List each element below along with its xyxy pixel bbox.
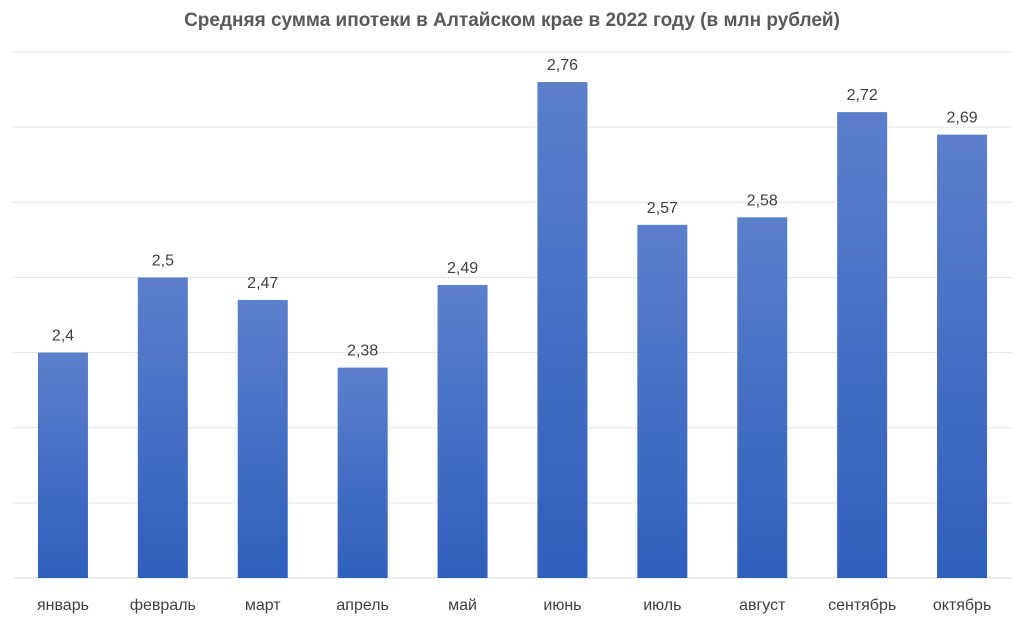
x-tick-label-8: август — [739, 597, 786, 614]
data-label-2: 2,5 — [152, 252, 174, 269]
data-labels: 2,4 2,5 2,47 2,38 2,49 2,76 2,57 2,58 2,72 2,69 — [52, 57, 978, 360]
bar-7 — [637, 224, 688, 579]
data-label-1: 2,4 — [52, 328, 74, 345]
data-label-5: 2,49 — [447, 260, 478, 277]
bar-4 — [337, 367, 388, 578]
data-label-7: 2,57 — [647, 200, 678, 217]
data-label-9: 2,72 — [847, 87, 878, 104]
data-label-8: 2,58 — [747, 192, 778, 209]
x-tick-label-2: февраль — [130, 597, 196, 614]
x-tick-label-9: сентябрь — [828, 597, 896, 614]
x-tick-label-4: апрель — [336, 597, 389, 614]
data-label-4: 2,38 — [347, 343, 378, 360]
data-label-6: 2,76 — [547, 57, 578, 74]
chart-title: Средняя сумма ипотеки в Алтайском крае в… — [184, 10, 840, 31]
x-tick-label-1: январь — [37, 597, 89, 614]
data-label-10: 2,69 — [946, 110, 977, 127]
x-tick-label-10: октябрь — [933, 597, 991, 614]
bar-2 — [137, 277, 188, 578]
bar-9 — [837, 112, 888, 578]
x-tick-label-7: июль — [643, 597, 681, 614]
x-tick-label-5: май — [448, 597, 477, 614]
bar-5 — [437, 284, 488, 578]
bar-10 — [937, 134, 988, 578]
bar-1 — [37, 352, 88, 578]
x-tick-label-6: июнь — [543, 597, 581, 614]
x-tick-labels: январь февраль март апрель май июнь июль август… — [37, 597, 991, 614]
data-label-3: 2,47 — [247, 275, 278, 292]
bar-6 — [537, 82, 588, 579]
x-tick-label-3: март — [245, 597, 281, 614]
bar-3 — [237, 299, 288, 578]
bar-8 — [737, 217, 788, 579]
bars — [37, 82, 988, 579]
